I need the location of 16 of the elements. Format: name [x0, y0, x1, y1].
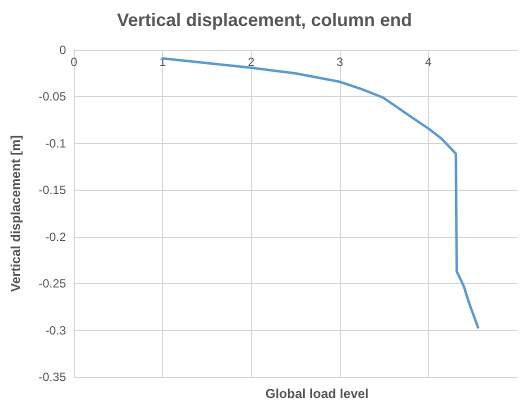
y-tick-label: -0.15: [38, 183, 66, 198]
x-axis-title: Global load level: [265, 386, 369, 401]
y-tick-label: 0: [59, 43, 66, 57]
y-tick-label: -0.35: [38, 370, 66, 384]
y-tick-label: -0.1: [45, 136, 66, 150]
y-tick-label: -0.2: [45, 230, 66, 244]
y-tick-label: -0.3: [45, 323, 66, 338]
y-axis-title: Vertical displacement [m]: [8, 135, 23, 292]
x-tick-label: 0: [70, 55, 78, 69]
x-tick-label: 2: [248, 55, 255, 69]
chart-title: Vertical displacement, column end: [116, 10, 412, 30]
x-tick-label: 4: [425, 55, 432, 69]
x-tick-label: 3: [336, 55, 344, 69]
line-series: [161, 57, 480, 329]
y-tick-label: -0.25: [38, 276, 66, 291]
y-tick-label: -0.05: [38, 90, 66, 104]
